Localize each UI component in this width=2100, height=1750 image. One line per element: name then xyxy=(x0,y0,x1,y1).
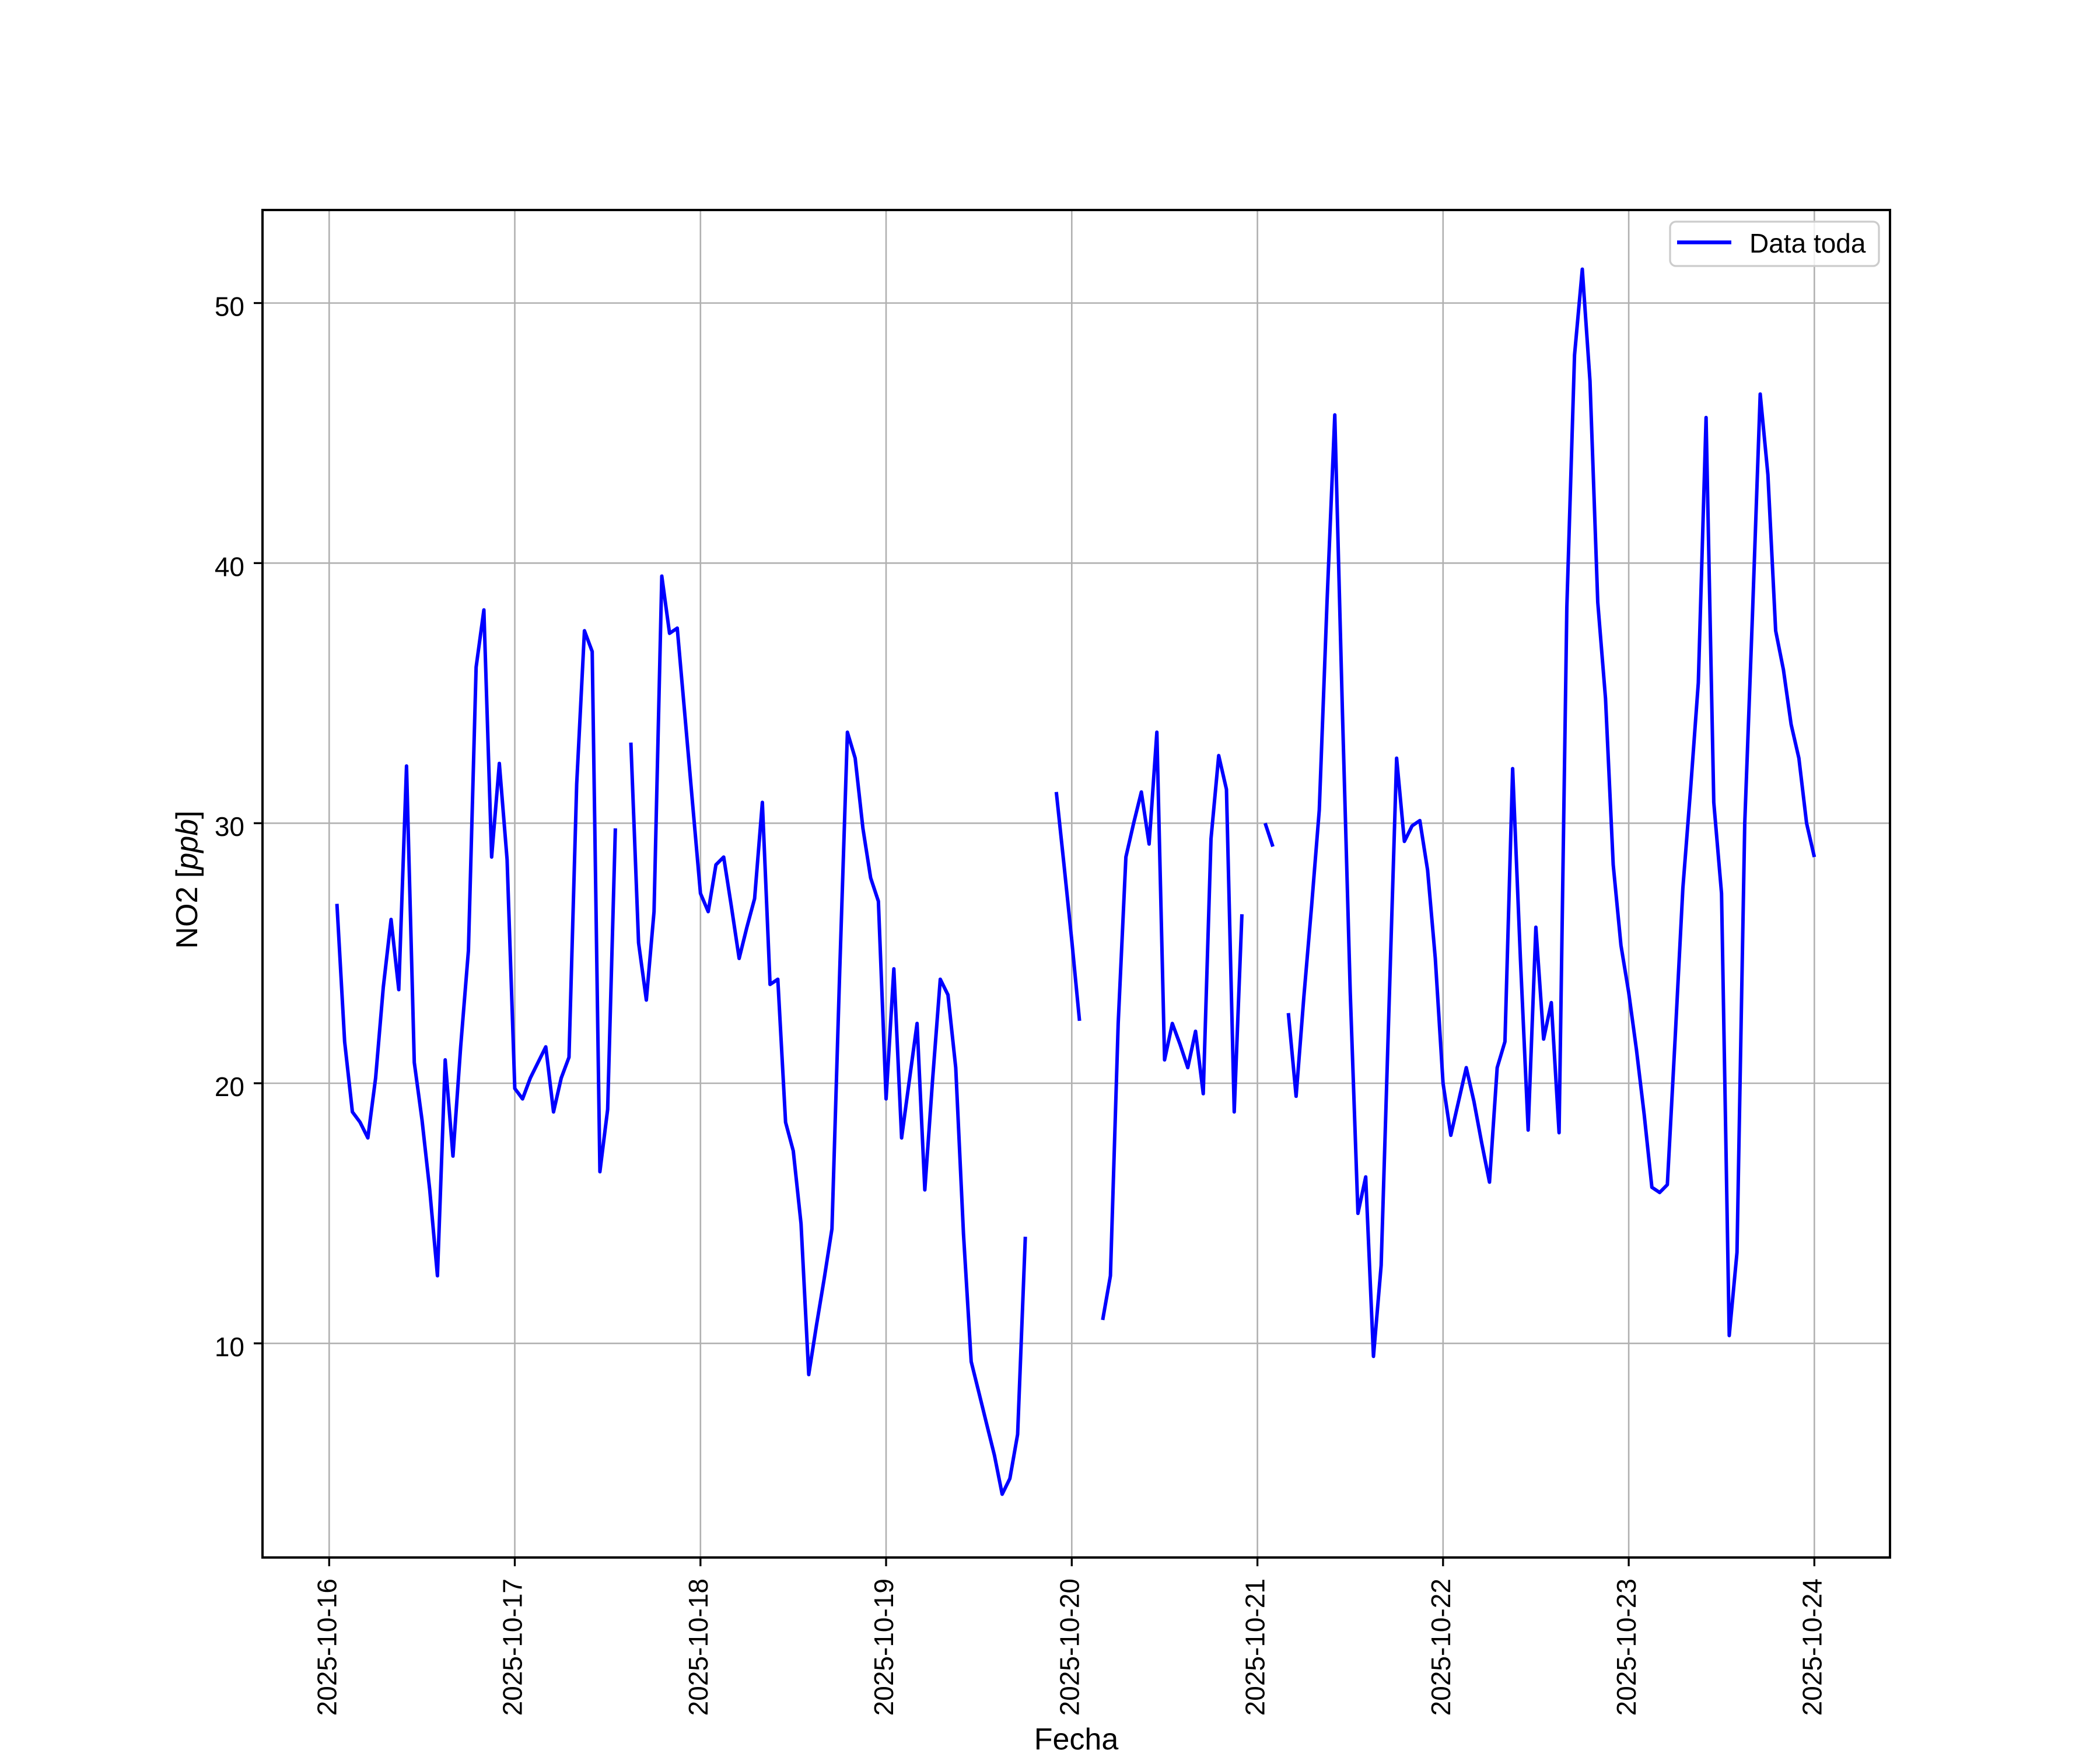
svg-text:40: 40 xyxy=(215,551,244,582)
svg-text:2025-10-24: 2025-10-24 xyxy=(1797,1578,1827,1716)
svg-text:2025-10-23: 2025-10-23 xyxy=(1611,1578,1642,1716)
svg-text:2025-10-17: 2025-10-17 xyxy=(498,1578,528,1716)
svg-text:30: 30 xyxy=(215,811,244,842)
svg-text:2025-10-22: 2025-10-22 xyxy=(1426,1578,1456,1716)
svg-text:NO2 [ppb]: NO2 [ppb] xyxy=(170,810,204,949)
svg-text:50: 50 xyxy=(215,292,244,322)
svg-text:2025-10-16: 2025-10-16 xyxy=(312,1578,342,1716)
svg-text:2025-10-19: 2025-10-19 xyxy=(869,1578,899,1716)
svg-text:20: 20 xyxy=(215,1072,244,1102)
svg-text:10: 10 xyxy=(215,1332,244,1362)
svg-text:Data toda: Data toda xyxy=(1749,228,1866,258)
svg-text:Fecha: Fecha xyxy=(1034,1723,1119,1750)
svg-text:2025-10-21: 2025-10-21 xyxy=(1240,1578,1270,1716)
svg-text:2025-10-18: 2025-10-18 xyxy=(683,1578,713,1716)
svg-text:2025-10-20: 2025-10-20 xyxy=(1054,1578,1084,1716)
